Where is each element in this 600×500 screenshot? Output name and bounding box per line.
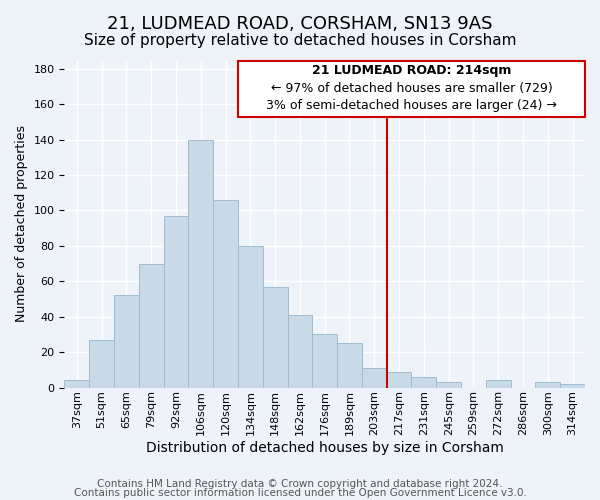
- Text: 3% of semi-detached houses are larger (24) →: 3% of semi-detached houses are larger (2…: [266, 99, 557, 112]
- Bar: [486, 380, 511, 388]
- Bar: [213, 200, 238, 388]
- X-axis label: Distribution of detached houses by size in Corsham: Distribution of detached houses by size …: [146, 441, 503, 455]
- Text: 21 LUDMEAD ROAD: 214sqm: 21 LUDMEAD ROAD: 214sqm: [312, 64, 511, 78]
- Bar: [164, 216, 188, 388]
- Bar: [362, 368, 386, 388]
- Text: ← 97% of detached houses are smaller (729): ← 97% of detached houses are smaller (72…: [271, 82, 553, 96]
- Y-axis label: Number of detached properties: Number of detached properties: [15, 126, 28, 322]
- Bar: [313, 334, 337, 388]
- Text: Contains HM Land Registry data © Crown copyright and database right 2024.: Contains HM Land Registry data © Crown c…: [97, 479, 503, 489]
- Text: 21, LUDMEAD ROAD, CORSHAM, SN13 9AS: 21, LUDMEAD ROAD, CORSHAM, SN13 9AS: [107, 15, 493, 33]
- Bar: [238, 61, 585, 116]
- Bar: [535, 382, 560, 388]
- Bar: [287, 315, 313, 388]
- Bar: [114, 296, 139, 388]
- Bar: [188, 140, 213, 388]
- Text: Contains public sector information licensed under the Open Government Licence v3: Contains public sector information licen…: [74, 488, 526, 498]
- Bar: [337, 344, 362, 388]
- Bar: [386, 372, 412, 388]
- Bar: [560, 384, 585, 388]
- Text: Size of property relative to detached houses in Corsham: Size of property relative to detached ho…: [84, 32, 516, 48]
- Bar: [436, 382, 461, 388]
- Bar: [238, 246, 263, 388]
- Bar: [412, 377, 436, 388]
- Bar: [89, 340, 114, 388]
- Bar: [139, 264, 164, 388]
- Bar: [263, 286, 287, 388]
- Bar: [64, 380, 89, 388]
